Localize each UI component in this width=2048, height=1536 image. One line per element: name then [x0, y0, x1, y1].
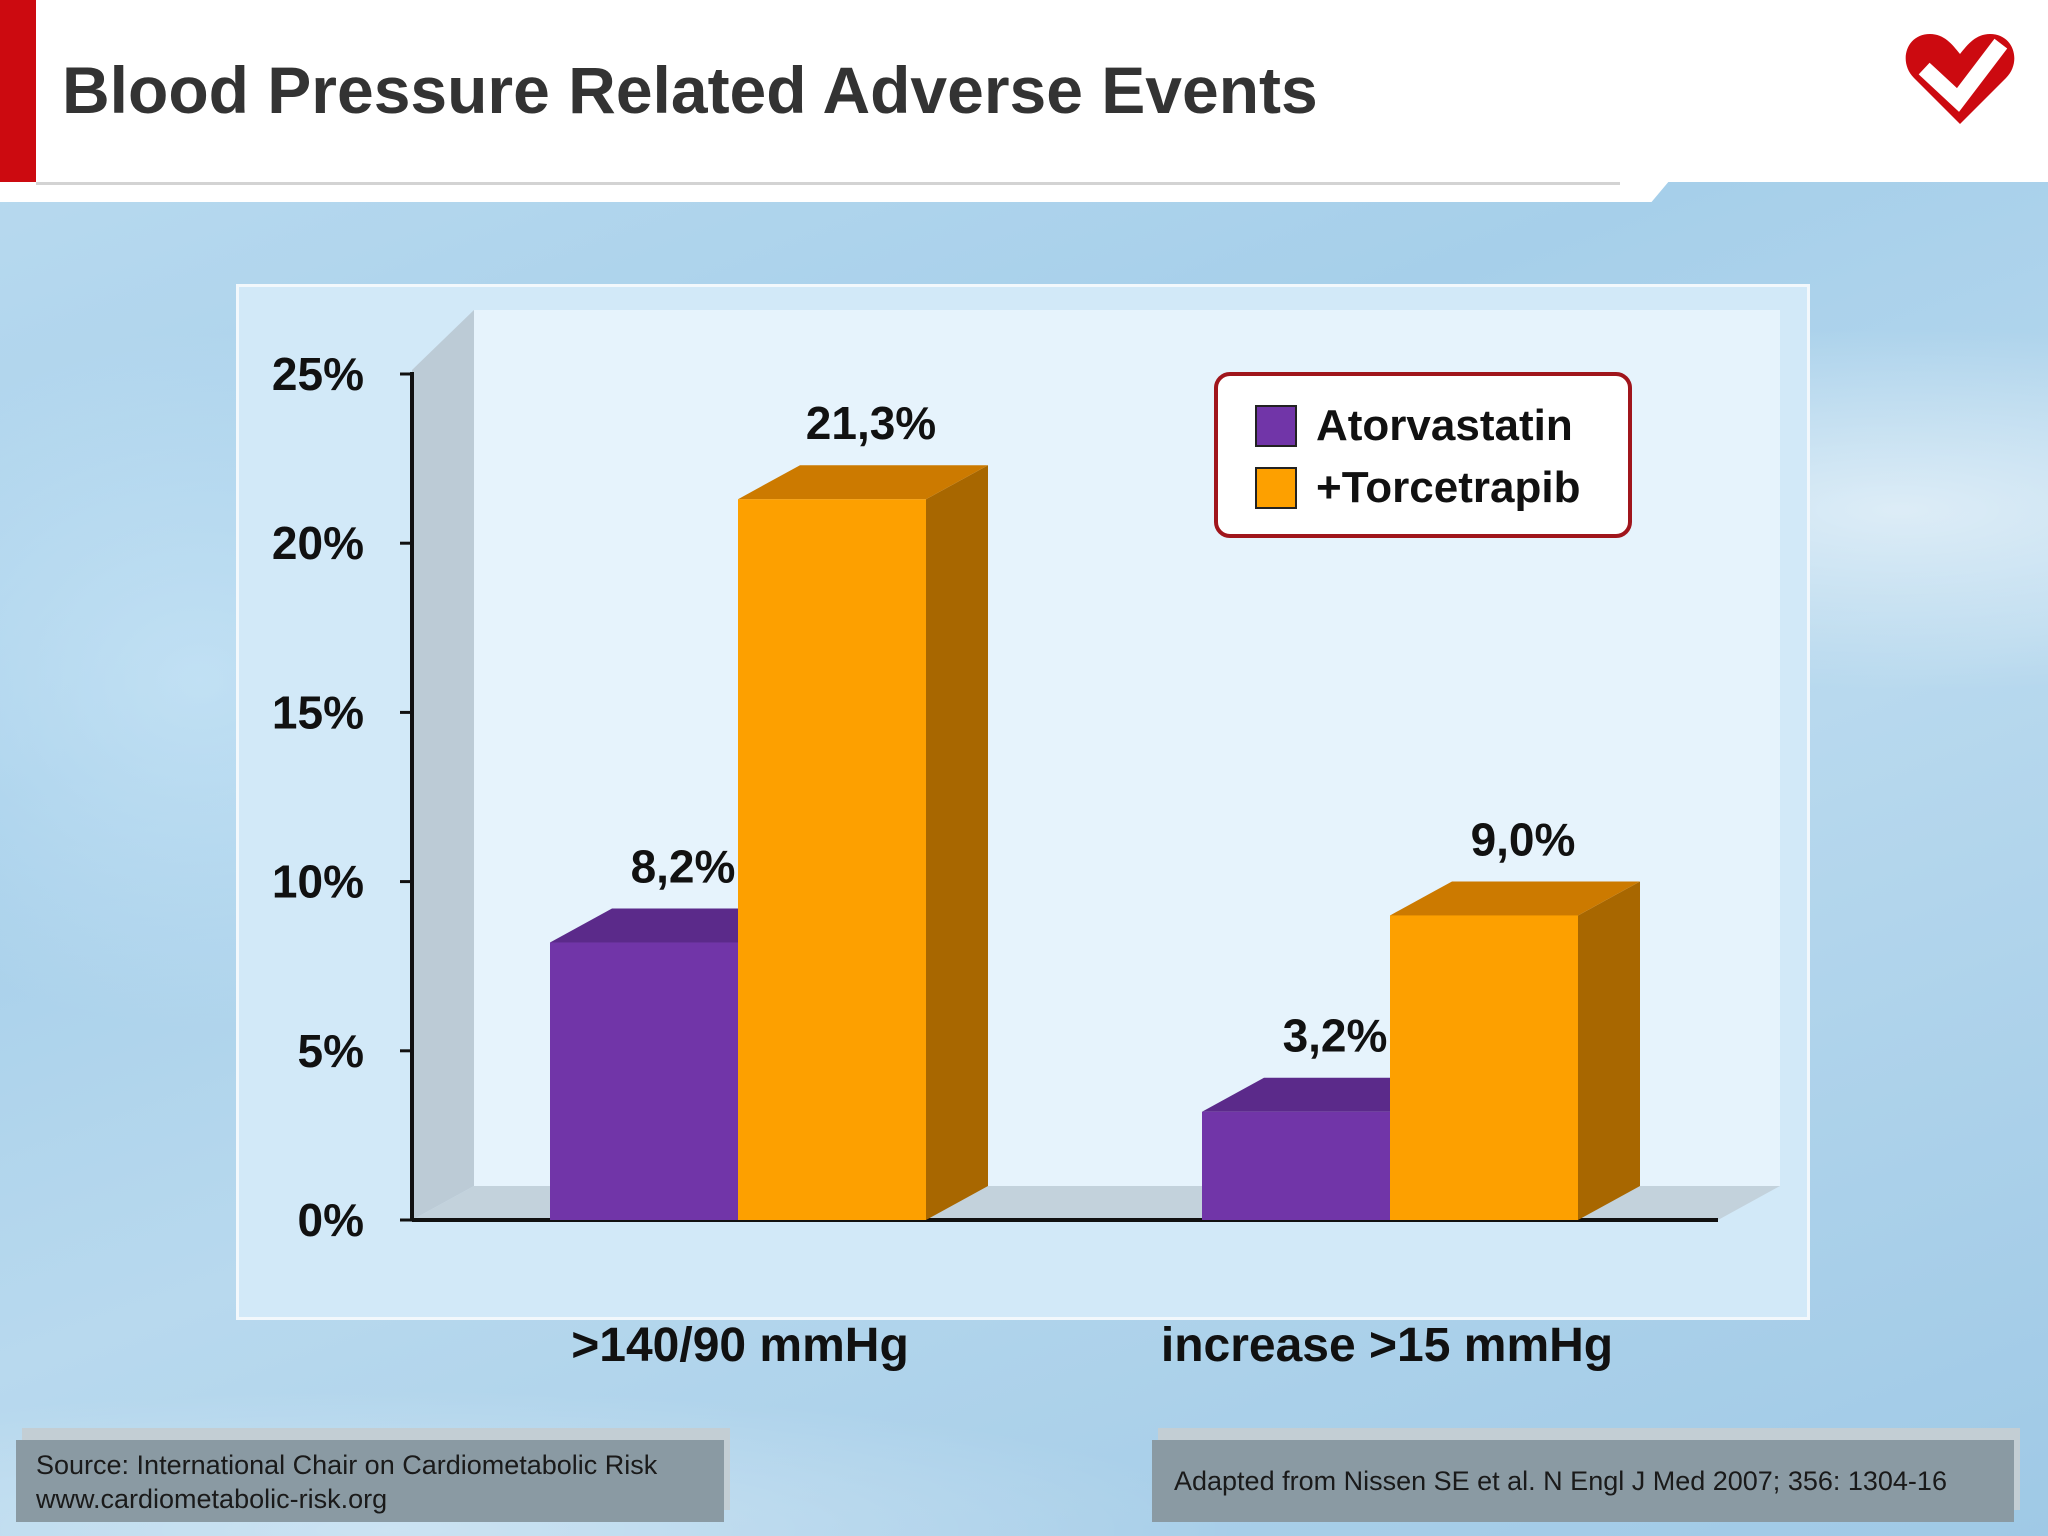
source-url: www.cardiometabolic-risk.org — [36, 1484, 388, 1514]
y-tick-label: 25% — [272, 348, 364, 400]
bar — [550, 942, 738, 1220]
chart-side-wall — [412, 310, 474, 1220]
y-tick-label: 20% — [272, 517, 364, 569]
bar — [1202, 1111, 1390, 1220]
bar-side — [926, 465, 988, 1220]
bar — [1390, 915, 1578, 1220]
y-tick-label: 5% — [298, 1025, 364, 1077]
header-extension — [0, 182, 1620, 202]
bar-top — [1390, 881, 1640, 916]
heart-check-icon — [1905, 34, 2015, 124]
legend-swatch — [1255, 405, 1297, 447]
data-label: 21,3% — [806, 397, 936, 449]
citation-box: Adapted from Nissen SE et al. N Engl J M… — [1152, 1440, 2014, 1522]
legend-label: Atorvastatin — [1316, 401, 1573, 450]
data-label: 8,2% — [631, 841, 736, 893]
citation-text: Adapted from Nissen SE et al. N Engl J M… — [1174, 1466, 1947, 1496]
source-line: Source: International Chair on Cardiomet… — [36, 1450, 658, 1480]
slide-header — [0, 0, 2048, 182]
accent-bar — [0, 0, 36, 182]
y-tick-label: 15% — [272, 686, 364, 738]
legend-box — [1214, 372, 1632, 538]
legend-swatch — [1255, 467, 1297, 509]
source-box: Source: International Chair on Cardiomet… — [16, 1440, 724, 1522]
bar-top — [1202, 1077, 1452, 1112]
category-label-1: increase >15 mmHg — [1160, 1319, 1614, 1372]
data-label: 9,0% — [1471, 813, 1576, 865]
data-label: 3,2% — [1283, 1010, 1388, 1062]
page-title: Blood Pressure Related Adverse Events — [62, 53, 1318, 127]
bar-side — [1578, 881, 1640, 1220]
legend-label: +Torcetrapib — [1316, 463, 1580, 512]
bar-top — [738, 465, 988, 500]
bar-top — [550, 908, 800, 943]
y-tick-label: 10% — [272, 856, 364, 908]
header-divider — [36, 182, 1620, 185]
category-label-0: >140/90 mmHg — [571, 1319, 909, 1372]
y-tick-label: 0% — [298, 1194, 364, 1246]
bar — [738, 499, 926, 1220]
